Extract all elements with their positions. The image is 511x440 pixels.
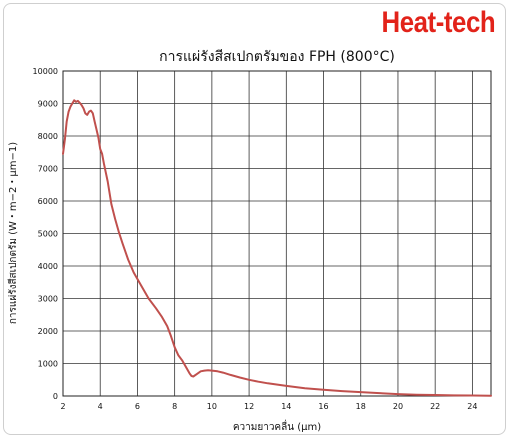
x-tick-label: 10 (207, 402, 217, 411)
x-tick-label: 14 (281, 402, 291, 411)
y-tick-label: 2000 (38, 327, 58, 336)
y-tick-label: 10000 (33, 67, 58, 76)
x-tick-label: 4 (98, 402, 103, 411)
x-tick-label: 18 (356, 402, 366, 411)
y-tick-label: 6000 (38, 197, 58, 206)
series-layer (62, 99, 492, 397)
x-tick-label: 16 (318, 402, 328, 411)
y-tick-label: 7000 (38, 165, 58, 174)
x-tick-label: 24 (467, 402, 477, 411)
x-tick-label: 12 (244, 402, 254, 411)
series-line (62, 99, 492, 397)
x-tick-label: 8 (172, 402, 177, 411)
y-axis-label: การแผ่รังสีสเปกตรัม (W・m−2・μm−1) (7, 142, 19, 324)
tick-labels: 2 4 6 8 10 12 14 16 18 20 22 2401000200030004000500… (33, 67, 478, 411)
y-tick-label: 9000 (38, 100, 58, 109)
plot-area-border (62, 70, 492, 397)
y-tick-label: 1000 (38, 360, 58, 369)
grid (63, 71, 491, 396)
y-tick-label: 4000 (38, 262, 58, 271)
y-tick-label: 0 (53, 392, 58, 401)
x-tick-label: 2 (60, 402, 65, 411)
x-tick-label: 20 (393, 402, 403, 411)
x-tick-label: 6 (135, 402, 140, 411)
x-axis-label: ความยาวคลื่น (μm) (233, 419, 321, 433)
chart-title: การแผ่รังสีสเปกตรัมของ FPH (800°C) (159, 49, 395, 65)
x-tick-label: 22 (430, 402, 440, 411)
y-tick-label: 8000 (38, 132, 58, 141)
chart-frame (3, 3, 506, 435)
brand-logo: Heat-tech (381, 6, 495, 39)
y-tick-label: 3000 (38, 295, 58, 304)
y-tick-label: 5000 (38, 230, 58, 239)
